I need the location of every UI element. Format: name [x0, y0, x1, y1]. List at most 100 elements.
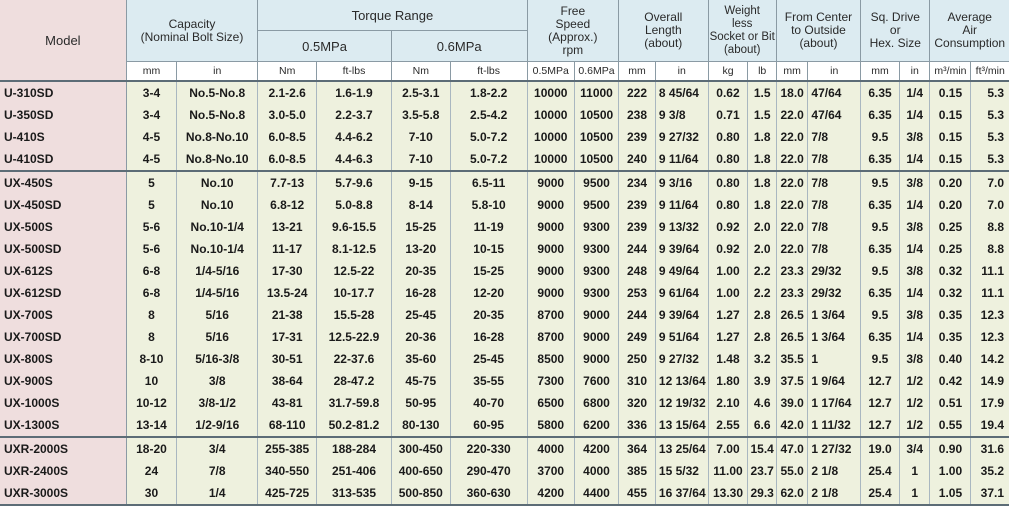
- table-cell: 22.0: [775, 216, 808, 238]
- table-cell: 9 39/64: [654, 304, 708, 326]
- table-cell: 43-81: [257, 392, 317, 414]
- table-cell: 1/4: [898, 80, 930, 104]
- unit-cell: 0.5MPa: [526, 61, 575, 82]
- table-cell: 8 45/64: [654, 80, 708, 104]
- table-cell: 2.0: [747, 216, 777, 238]
- table-cell: 425-725: [257, 482, 317, 506]
- table-cell: 249: [618, 326, 656, 348]
- table-cell: 22.0: [775, 104, 808, 126]
- table-cell: 222: [618, 80, 656, 104]
- table-cell: 5.0-7.2: [449, 126, 528, 148]
- table-cell: 310: [618, 370, 656, 392]
- table-cell: 4200: [526, 482, 575, 506]
- table-cell: 1 27/32: [807, 436, 861, 460]
- model-cell: UX-800S: [0, 348, 127, 370]
- table-cell: 10000: [526, 80, 575, 104]
- table-cell: 17-30: [257, 260, 317, 282]
- table-cell: 300-450: [390, 436, 451, 460]
- table-cell: 5/16: [176, 304, 258, 326]
- table-cell: 12.7: [860, 392, 900, 414]
- table-cell: 7/8: [176, 460, 258, 482]
- table-cell: 239: [618, 216, 656, 238]
- model-cell: UX-1300S: [0, 414, 127, 437]
- table-cell: 29/32: [807, 260, 861, 282]
- table-cell: 8500: [526, 348, 575, 370]
- table-cell: 234: [618, 170, 656, 194]
- table-cell: 3/8: [898, 348, 930, 370]
- table-cell: 22-37.6: [316, 348, 392, 370]
- table-cell: 10500: [573, 148, 619, 171]
- table-cell: 9000: [526, 238, 575, 260]
- table-cell: 13.30: [707, 482, 748, 506]
- table-cell: 35-55: [449, 370, 528, 392]
- table-cell: 1 9/64: [807, 370, 861, 392]
- table-cell: 2.2-3.7: [316, 104, 392, 126]
- unit-cell: ft³/min: [970, 61, 1009, 82]
- table-cell: 35-60: [390, 348, 451, 370]
- table-cell: 13.5-24: [257, 282, 317, 304]
- table-cell: 6.0-8.5: [257, 148, 317, 171]
- table-cell: 6.6: [747, 414, 777, 437]
- table-cell: 3700: [526, 460, 575, 482]
- table-cell: 18.0: [775, 80, 808, 104]
- table-cell: 12.7: [860, 370, 900, 392]
- model-cell: U-310SD: [0, 80, 127, 104]
- table-cell: 7/8: [807, 238, 861, 260]
- table-cell: No.5-No.8: [176, 104, 258, 126]
- table-cell: 45-75: [390, 370, 451, 392]
- model-cell: UX-612SD: [0, 282, 127, 304]
- table-cell: 7600: [573, 370, 619, 392]
- table-cell: 253: [618, 282, 656, 304]
- table-cell: 9000: [526, 170, 575, 194]
- table-cell: 0.92: [707, 238, 748, 260]
- table-cell: 0.90: [929, 436, 971, 460]
- table-cell: 9.5: [860, 126, 900, 148]
- table-cell: 1.48: [707, 348, 748, 370]
- table-cell: No.10: [176, 170, 258, 194]
- table-cell: 1/4: [898, 282, 930, 304]
- table-cell: 1: [898, 482, 930, 506]
- table-cell: 1/4: [176, 482, 258, 506]
- table-cell: 4000: [526, 436, 575, 460]
- unit-cell: mm: [775, 61, 808, 82]
- table-cell: 7/8: [807, 148, 861, 171]
- table-cell: 3-4: [125, 104, 177, 126]
- model-cell: UXR-3000S: [0, 482, 127, 506]
- table-cell: 25-45: [390, 304, 451, 326]
- table-row: U-350SD 3-4 No.5-No.8 3.0-5.0 2.2-3.7 3.5-5.8…: [0, 104, 1009, 126]
- table-cell: 29.3: [747, 482, 777, 506]
- unit-cell: in: [654, 61, 708, 82]
- table-cell: 20-36: [390, 326, 451, 348]
- table-row: UXR-3000S 30 1/4 425-725 313-535 500-850 360-6…: [0, 482, 1009, 506]
- table-cell: 8.8: [970, 238, 1009, 260]
- table-cell: 5.3: [970, 80, 1009, 104]
- table-cell: 19.4: [970, 414, 1009, 437]
- table-cell: 9.6-15.5: [316, 216, 392, 238]
- table-cell: 1 17/64: [807, 392, 861, 414]
- table-cell: 9.5: [860, 260, 900, 282]
- table-cell: 47/64: [807, 80, 861, 104]
- table-cell: 2.5-4.2: [449, 104, 528, 126]
- table-cell: 10-17.7: [316, 282, 392, 304]
- table-cell: 5: [125, 194, 177, 216]
- table-cell: 3/8: [898, 304, 930, 326]
- table-cell: 2.2: [747, 282, 777, 304]
- unit-cell: m³/min: [929, 61, 971, 82]
- table-cell: 16-28: [449, 326, 528, 348]
- table-cell: 24: [125, 460, 177, 482]
- table-row: UX-1000S 10-12 3/8-1/2 43-81 31.7-59.8 50-95 4…: [0, 392, 1009, 414]
- table-cell: 35.5: [775, 348, 808, 370]
- table-cell: 2 1/8: [807, 482, 861, 506]
- table-cell: 1/4: [898, 326, 930, 348]
- table-cell: 47.0: [775, 436, 808, 460]
- table-cell: 0.15: [929, 104, 971, 126]
- torque-06mpa-header: 0.6MPa: [390, 30, 528, 62]
- table-cell: 9.5: [860, 348, 900, 370]
- table-cell: 0.71: [707, 104, 748, 126]
- table-cell: 5.0-8.8: [316, 194, 392, 216]
- table-cell: 1/2: [898, 414, 930, 437]
- table-cell: 3.0-5.0: [257, 104, 317, 126]
- unit-cell: in: [176, 61, 258, 82]
- table-header: Model Capacity (Nominal Bolt Size) Torqu…: [0, 0, 1009, 82]
- table-cell: 5.8-10: [449, 194, 528, 216]
